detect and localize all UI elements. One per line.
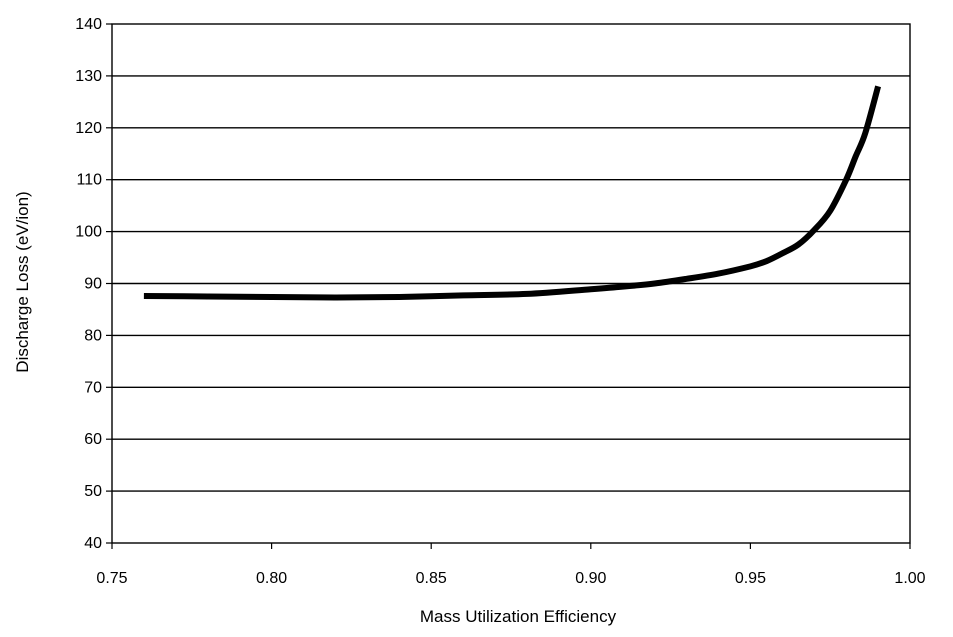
x-tick-label: 0.75: [96, 570, 127, 587]
y-tick-label: 140: [75, 16, 102, 33]
y-tick-label: 60: [84, 431, 102, 448]
x-tick-label: 0.85: [416, 570, 447, 587]
series-line: [143, 85, 881, 301]
y-tick-label: 120: [75, 120, 102, 137]
y-axis-ticks: 40 50 60 70 80 90 100 110 120 130 140: [75, 16, 112, 552]
y-tick-label: 80: [84, 327, 102, 344]
x-tick-label: 1.00: [894, 570, 925, 587]
x-axis-title: Mass Utilization Efficiency: [420, 607, 617, 626]
x-axis-ticks: 0.75 0.80 0.85 0.90 0.95 1.00: [96, 543, 926, 587]
series-layer: [143, 85, 881, 301]
x-tick-label: 0.80: [256, 570, 287, 587]
x-tick-label: 0.95: [735, 570, 766, 587]
y-tick-label: 50: [84, 483, 102, 500]
x-tick-label: 0.90: [575, 570, 606, 587]
y-tick-label: 130: [75, 68, 102, 85]
y-tick-label: 40: [84, 535, 102, 552]
y-tick-label: 90: [84, 276, 102, 293]
y-tick-label: 70: [84, 379, 102, 396]
gridlines: [112, 75, 910, 492]
y-tick-label: 100: [75, 224, 102, 241]
y-axis-title: Discharge Loss (eV/ion): [13, 191, 32, 372]
y-tick-label: 110: [76, 172, 102, 189]
